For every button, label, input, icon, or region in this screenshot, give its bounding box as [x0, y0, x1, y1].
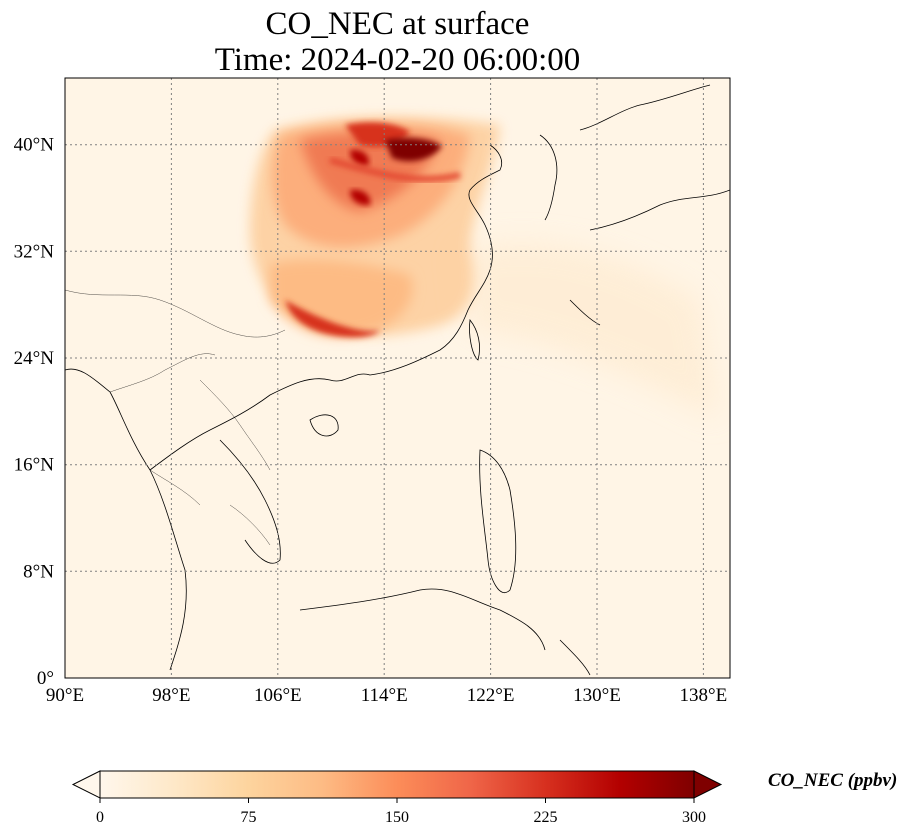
lon-tick-label: 138°E — [680, 685, 728, 706]
colorbar-tick-label: 0 — [96, 809, 104, 826]
lon-tick-label: 98°E — [152, 685, 190, 706]
plume-core-3 — [350, 149, 369, 166]
gridlines — [65, 78, 730, 678]
plume-streak — [329, 157, 461, 182]
lon-tick-label: 130°E — [573, 685, 621, 706]
lat-tick-label: 16°N — [14, 455, 55, 476]
lon-tick-labels: 90°E 98°E 106°E 114°E 122°E 130°E 138°E — [46, 685, 727, 706]
colorbar-tick-label: 150 — [385, 809, 409, 826]
map-subtitle: Time: 2024-02-20 06:00:00 — [214, 42, 581, 78]
borders — [65, 289, 286, 546]
lon-tick-label: 90°E — [46, 685, 84, 706]
lat-tick-label: 0° — [37, 668, 54, 689]
colorbar-extend-high — [693, 770, 723, 799]
colorbar-tick-label: 300 — [682, 809, 706, 826]
plume-core-1 — [385, 138, 442, 162]
colorbar: 0 75 150 225 300 — [71, 770, 723, 826]
lat-tick-labels: 0° 8°N 16°N 24°N 32°N 40°N — [14, 135, 55, 689]
map-frame — [64, 77, 731, 679]
lon-tick-label: 122°E — [467, 685, 515, 706]
plume-core-2 — [350, 189, 371, 206]
map-title: CO_NEC at surface — [265, 6, 530, 42]
outflow-haze — [460, 242, 720, 420]
lat-tick-label: 24°N — [14, 348, 55, 369]
lon-tick-label: 114°E — [361, 685, 408, 706]
colorbar-extend-low — [71, 770, 101, 799]
lat-tick-label: 8°N — [23, 561, 54, 582]
lon-tick-label: 106°E — [254, 685, 302, 706]
lat-tick-label: 40°N — [14, 135, 55, 156]
lat-tick-label: 32°N — [14, 241, 55, 262]
colorbar-label: CO_NEC (ppbv) — [768, 770, 898, 791]
concentration-field — [65, 78, 730, 678]
colorbar-tick-label: 75 — [241, 809, 257, 826]
coastlines — [65, 84, 730, 676]
colorbar-gradient — [99, 770, 695, 799]
plume-south-edge — [285, 300, 380, 338]
colorbar-tick-label: 225 — [534, 809, 558, 826]
